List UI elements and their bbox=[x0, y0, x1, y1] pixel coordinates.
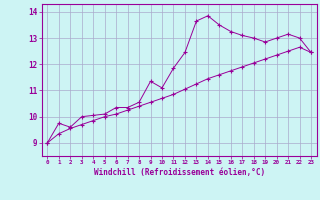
X-axis label: Windchill (Refroidissement éolien,°C): Windchill (Refroidissement éolien,°C) bbox=[94, 168, 265, 177]
